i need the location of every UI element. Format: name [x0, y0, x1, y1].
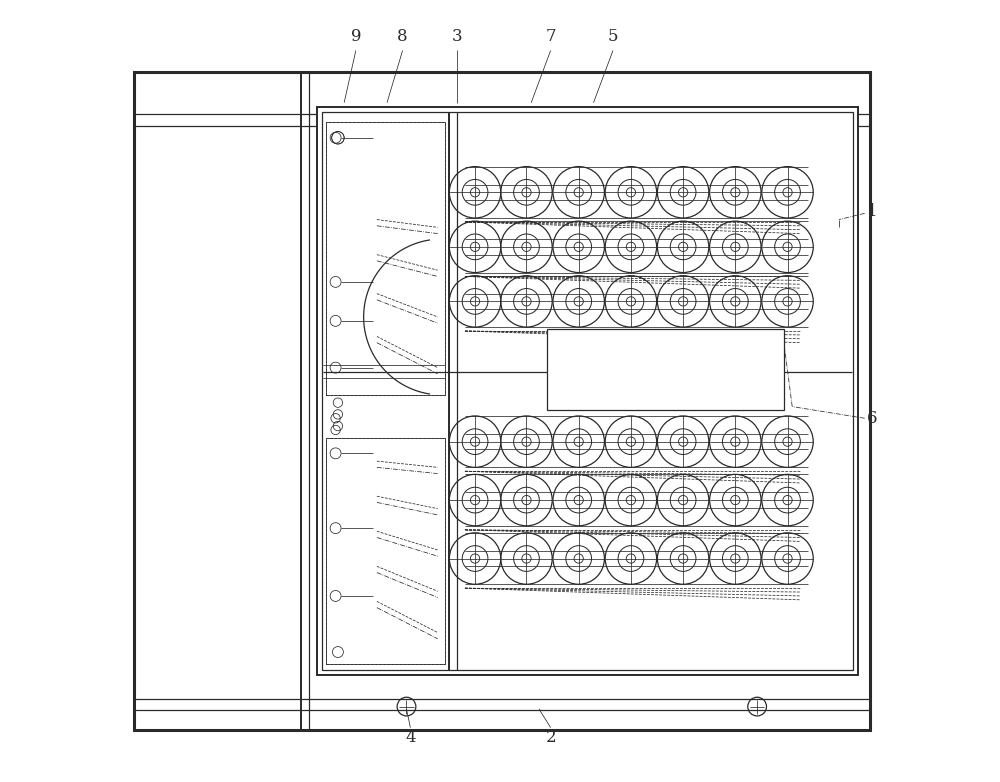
Text: 5: 5	[608, 28, 618, 45]
Text: 3: 3	[452, 28, 462, 45]
Text: 7: 7	[545, 28, 556, 45]
Text: 6: 6	[867, 410, 878, 427]
Text: 2: 2	[545, 730, 556, 746]
Text: 1: 1	[867, 203, 878, 221]
Bar	[326, 438, 445, 664]
Text: 4: 4	[405, 730, 416, 746]
Bar	[317, 106, 858, 676]
Bar	[134, 71, 870, 730]
Bar	[547, 328, 784, 411]
Bar	[322, 112, 853, 670]
Bar	[326, 122, 445, 395]
Bar	[326, 122, 445, 395]
Text: 9: 9	[351, 28, 361, 45]
Text: 8: 8	[397, 28, 408, 45]
Bar	[326, 438, 445, 664]
